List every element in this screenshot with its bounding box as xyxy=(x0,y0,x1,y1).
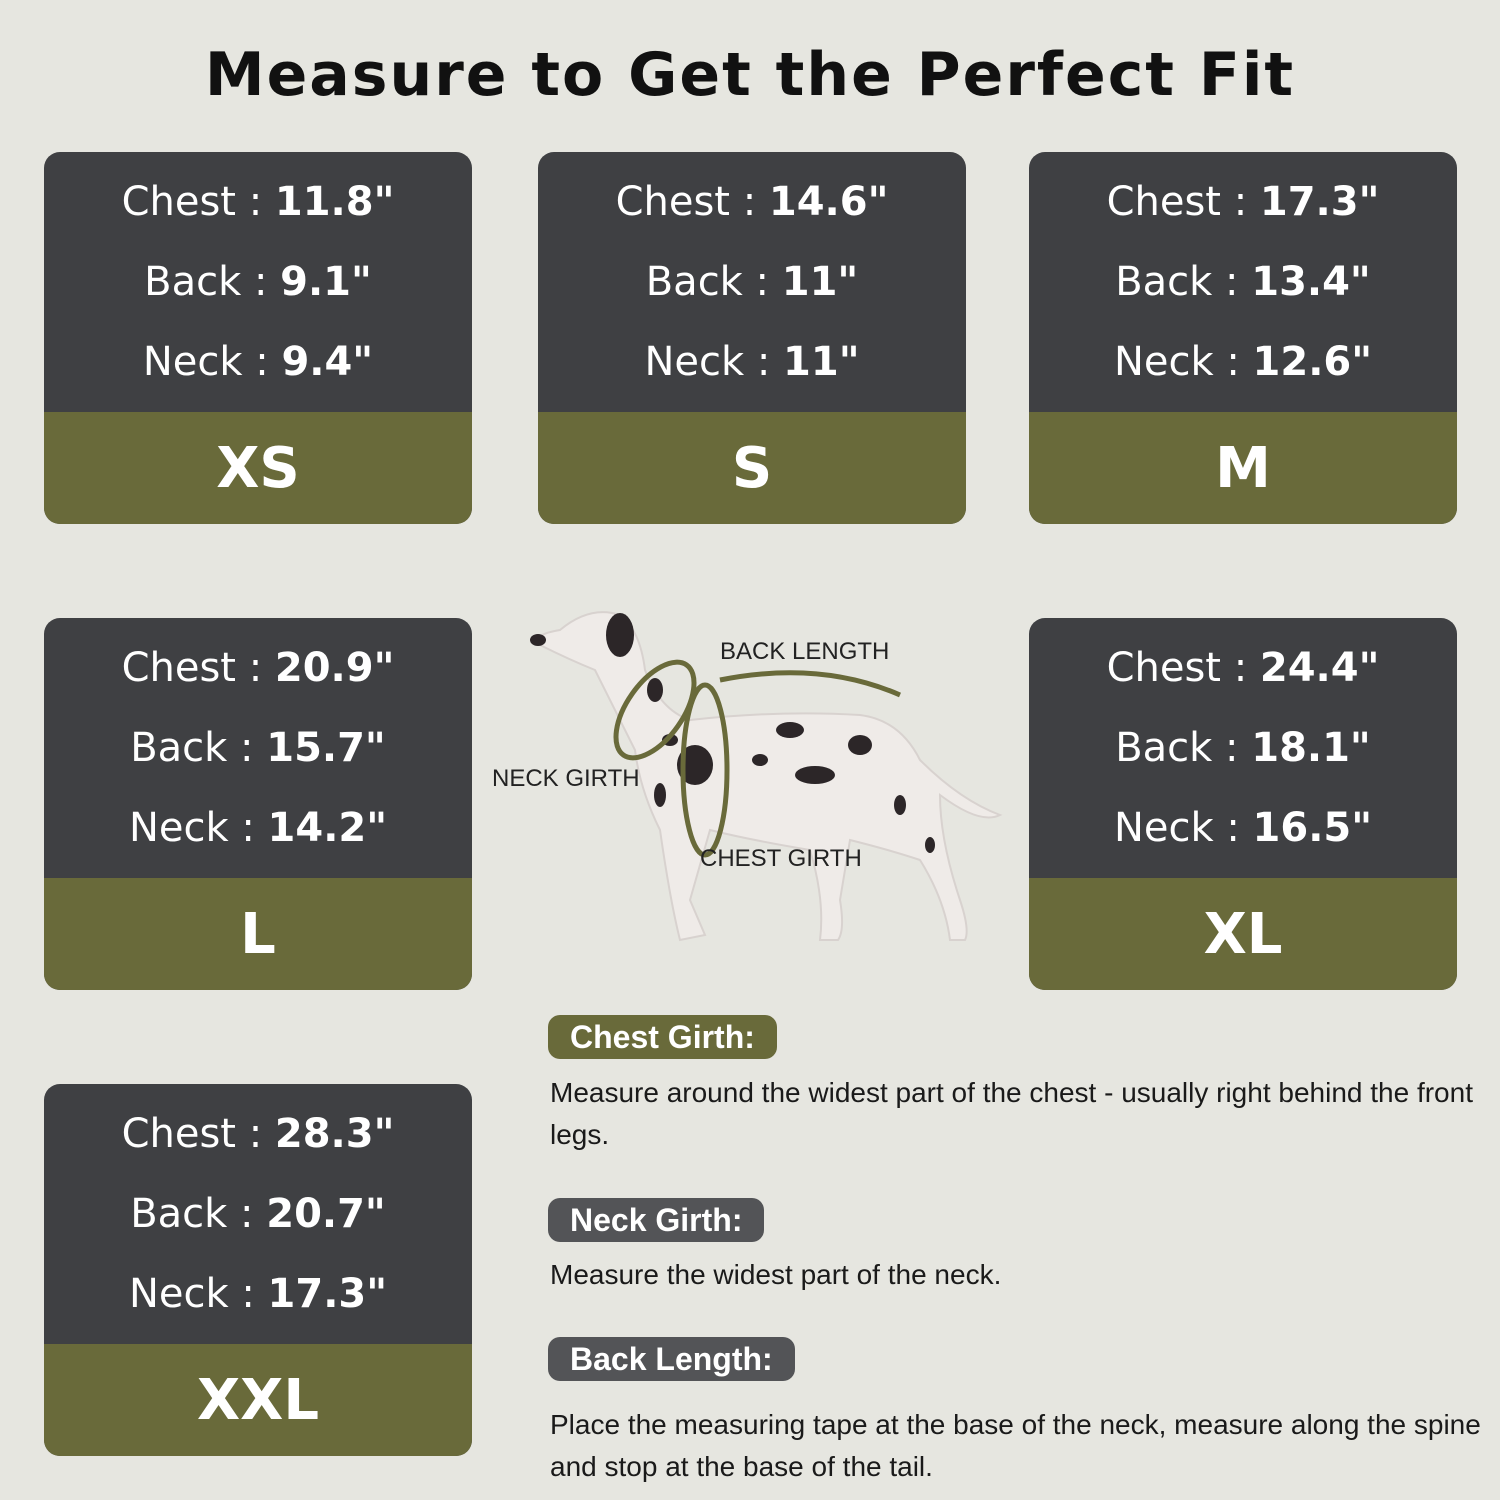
neck-girth-description: Measure the widest part of the neck. xyxy=(550,1259,1002,1290)
chest-value: 20.9" xyxy=(274,645,395,691)
page-title: Measure to Get the Perfect Fit xyxy=(204,40,1296,110)
chest-girth-label: CHEST GIRTH xyxy=(700,845,862,872)
size-label: XL xyxy=(1029,878,1457,990)
neck-value: 17.3" xyxy=(267,1271,388,1317)
neck-label: Neck xyxy=(1113,805,1214,851)
back-label: Back xyxy=(130,725,228,771)
size-card-m: Chest : 17.3" Back : 13.4" Neck : 12.6" M xyxy=(1029,152,1457,524)
back-label: Back xyxy=(130,1191,228,1237)
neck-measurement: Neck : 11" xyxy=(644,339,860,385)
neck-measurement: Neck : 12.6" xyxy=(1113,339,1373,385)
chest-value: 17.3" xyxy=(1259,179,1380,225)
back-length-description: Place the measuring tape at the base of … xyxy=(550,1409,1481,1482)
back-length-label: BACK LENGTH xyxy=(720,638,890,665)
back-value: 9.1" xyxy=(280,259,372,305)
chest-girth-description: Measure around the widest part of the ch… xyxy=(550,1077,1473,1150)
chest-girth-heading: Chest Girth: xyxy=(548,1015,777,1059)
measurements: Chest : 14.6" Back : 11" Neck : 11" xyxy=(538,152,966,412)
neck-label: Neck xyxy=(128,1271,229,1317)
chest-measurement: Chest : 20.9" xyxy=(121,645,395,691)
chest-girth-line xyxy=(680,682,730,858)
chest-label: Chest xyxy=(615,179,730,225)
size-label: XS xyxy=(44,412,472,524)
size-card-xxl: Chest : 28.3" Back : 20.7" Neck : 17.3" XXL xyxy=(44,1084,472,1456)
back-measurement: Back : 18.1" xyxy=(1115,725,1371,771)
chest-label: Chest xyxy=(1106,645,1221,691)
neck-label: Neck xyxy=(128,805,229,851)
back-label: Back xyxy=(1115,725,1213,771)
back-value: 20.7" xyxy=(266,1191,386,1237)
chest-value: 24.4" xyxy=(1259,645,1380,691)
size-label: M xyxy=(1029,412,1457,524)
neck-girth-line xyxy=(613,659,697,761)
neck-measurement: Neck : 17.3" xyxy=(128,1271,388,1317)
chest-measurement: Chest : 17.3" xyxy=(1106,179,1380,225)
measurements: Chest : 24.4" Back : 18.1" Neck : 16.5" xyxy=(1029,618,1457,878)
back-label: Back xyxy=(1115,259,1213,305)
neck-measurement: Neck : 14.2" xyxy=(128,805,388,851)
neck-girth-heading: Neck Girth: xyxy=(548,1198,765,1242)
back-measurement: Back : 11" xyxy=(645,259,859,305)
chest-value: 11.8" xyxy=(274,179,395,225)
neck-value: 16.5" xyxy=(1252,805,1373,851)
neck-value: 12.6" xyxy=(1252,339,1373,385)
neck-label: Neck xyxy=(644,339,745,385)
measurements: Chest : 28.3" Back : 20.7" Neck : 17.3" xyxy=(44,1084,472,1344)
size-label: XXL xyxy=(44,1344,472,1456)
back-value: 13.4" xyxy=(1251,259,1371,305)
size-label: S xyxy=(538,412,966,524)
back-length-line xyxy=(719,670,902,698)
back-measurement: Back : 9.1" xyxy=(144,259,372,305)
back-measurement: Back : 13.4" xyxy=(1115,259,1371,305)
dalmatian-illustration xyxy=(530,611,1003,942)
chest-label: Chest xyxy=(121,1111,236,1157)
back-length-heading: Back Length: xyxy=(548,1337,795,1381)
chest-measurement: Chest : 28.3" xyxy=(121,1111,395,1157)
back-label: Back xyxy=(645,259,743,305)
chest-label: Chest xyxy=(1106,179,1221,225)
chest-value: 14.6" xyxy=(768,179,889,225)
measurements: Chest : 20.9" Back : 15.7" Neck : 14.2" xyxy=(44,618,472,878)
size-card-s: Chest : 14.6" Back : 11" Neck : 11" S xyxy=(538,152,966,524)
chest-measurement: Chest : 11.8" xyxy=(121,179,395,225)
measurements: Chest : 11.8" Back : 9.1" Neck : 9.4" xyxy=(44,152,472,412)
back-measurement: Back : 20.7" xyxy=(130,1191,386,1237)
back-value: 11" xyxy=(781,259,859,305)
chest-measurement: Chest : 24.4" xyxy=(1106,645,1380,691)
back-measurement: Back : 15.7" xyxy=(130,725,386,771)
neck-measurement: Neck : 16.5" xyxy=(1113,805,1373,851)
chest-value: 28.3" xyxy=(274,1111,395,1157)
neck-value: 11" xyxy=(783,339,860,385)
neck-value: 9.4" xyxy=(281,339,374,385)
back-value: 15.7" xyxy=(266,725,386,771)
size-card-l: Chest : 20.9" Back : 15.7" Neck : 14.2" L xyxy=(44,618,472,990)
back-label: Back xyxy=(144,259,242,305)
size-label: L xyxy=(44,878,472,990)
neck-measurement: Neck : 9.4" xyxy=(142,339,374,385)
neck-girth-label: NECK GIRTH xyxy=(492,765,640,792)
measurements: Chest : 17.3" Back : 13.4" Neck : 12.6" xyxy=(1029,152,1457,412)
chest-label: Chest xyxy=(121,179,236,225)
chest-label: Chest xyxy=(121,645,236,691)
back-value: 18.1" xyxy=(1251,725,1371,771)
neck-value: 14.2" xyxy=(267,805,388,851)
neck-label: Neck xyxy=(142,339,243,385)
size-card-xl: Chest : 24.4" Back : 18.1" Neck : 16.5" XL xyxy=(1029,618,1457,990)
chest-measurement: Chest : 14.6" xyxy=(615,179,889,225)
size-card-xs: Chest : 11.8" Back : 9.1" Neck : 9.4" XS xyxy=(44,152,472,524)
neck-label: Neck xyxy=(1113,339,1214,385)
